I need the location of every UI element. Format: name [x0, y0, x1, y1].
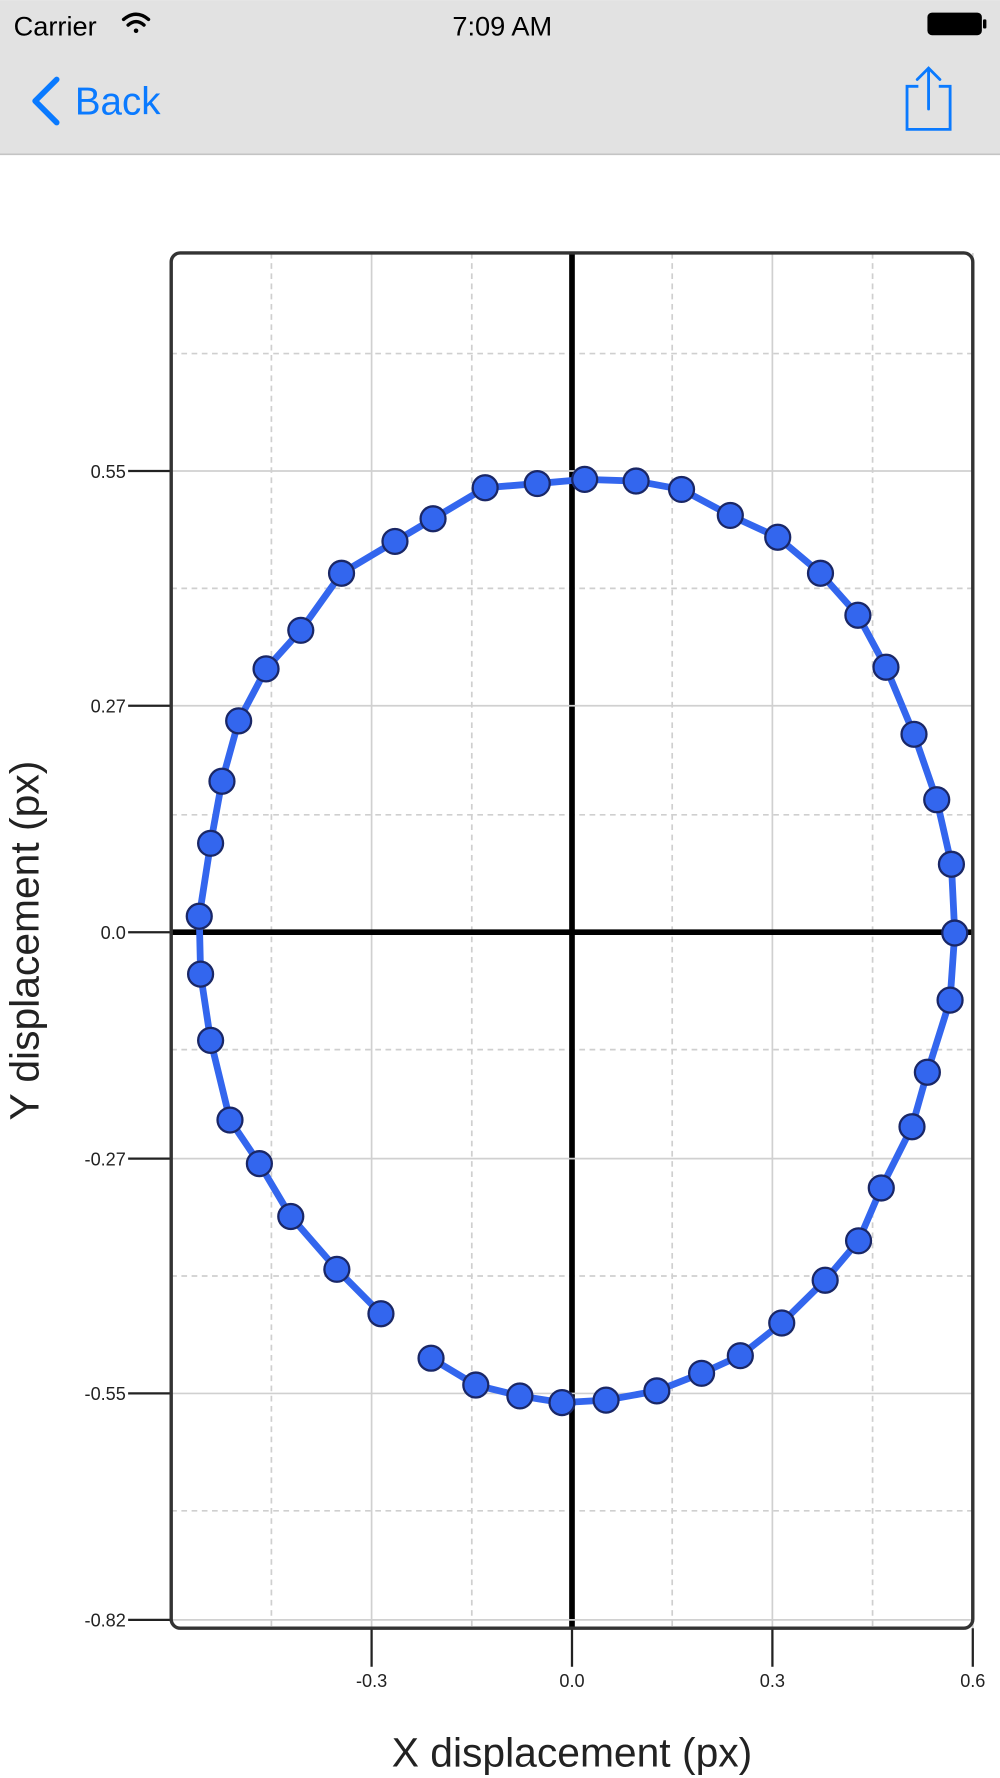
data-point	[913, 1058, 941, 1086]
data-point	[523, 469, 551, 498]
data-point	[811, 1266, 839, 1294]
data-point	[252, 655, 280, 683]
data-point	[937, 850, 966, 878]
data-point	[806, 559, 835, 587]
data-point	[643, 1377, 671, 1405]
data-point	[462, 1371, 490, 1399]
data-point	[185, 902, 213, 930]
data-point	[197, 1026, 225, 1054]
data-point	[208, 767, 236, 795]
data-point	[571, 465, 599, 493]
data-point	[687, 1359, 716, 1387]
data-point	[764, 523, 792, 551]
data-point	[898, 1113, 926, 1141]
data-point	[900, 720, 928, 748]
data-point	[726, 1342, 754, 1370]
y-tick-label: -0.82	[85, 1611, 126, 1631]
y-tick-label: 0.0	[101, 923, 126, 943]
x-tick-label: 0.0	[559, 1671, 584, 1691]
y-tick-label: 0.27	[91, 697, 126, 717]
data-point	[197, 829, 225, 857]
data-point	[844, 601, 872, 629]
carrier: Carrier	[14, 10, 97, 41]
x-tick-label: 0.6	[960, 1671, 985, 1691]
data-point	[941, 919, 969, 947]
data-point	[923, 786, 951, 814]
clock: 7:09 AM	[452, 10, 552, 41]
plot-frame	[169, 251, 975, 1630]
data-point	[936, 986, 964, 1014]
data-point	[327, 559, 356, 587]
data-point	[287, 616, 315, 644]
y-tick-label: 0.55	[91, 462, 126, 482]
share-button[interactable]	[905, 66, 952, 131]
data-point	[844, 1227, 873, 1255]
data-point	[716, 501, 744, 530]
data-point	[277, 1202, 305, 1231]
data-point	[872, 653, 900, 681]
data-point	[548, 1389, 576, 1417]
x-tick-label: -0.3	[356, 1671, 387, 1691]
back-chevron[interactable]	[32, 76, 60, 126]
data-point	[245, 1150, 273, 1178]
data-point	[417, 1344, 445, 1372]
wifi-icon	[121, 12, 151, 33]
battery-icon	[927, 12, 987, 36]
data-point	[367, 1300, 395, 1328]
data-point	[323, 1255, 351, 1283]
data-point	[216, 1106, 244, 1134]
nav-background	[0, 0, 1000, 155]
data-point	[225, 707, 253, 735]
data-point	[419, 505, 447, 533]
data-point	[471, 474, 499, 502]
series-line	[195, 475, 959, 1407]
data-point	[622, 467, 650, 495]
back-label[interactable]: Back	[75, 81, 161, 124]
data-point	[867, 1174, 895, 1202]
y-tick-label: -0.55	[85, 1384, 126, 1404]
data-point	[667, 475, 696, 504]
x-axis-label: X displacement (px)	[392, 1730, 753, 1776]
data-point	[381, 527, 409, 556]
back-button[interactable]: Back	[32, 76, 161, 126]
plot: -0.3 0.0 0.3 0.6 0.55 0.27 0.0 -0.27 -0.55 -0.82 X…	[2, 251, 985, 1776]
y-axis-label: Y displacement (px)	[2, 761, 48, 1121]
data-point	[768, 1309, 796, 1337]
data-point	[506, 1382, 534, 1410]
y-tick-label: -0.27	[85, 1149, 126, 1169]
data-point	[186, 960, 215, 988]
x-tick-label: 0.3	[760, 1671, 785, 1691]
data-point	[592, 1386, 620, 1414]
